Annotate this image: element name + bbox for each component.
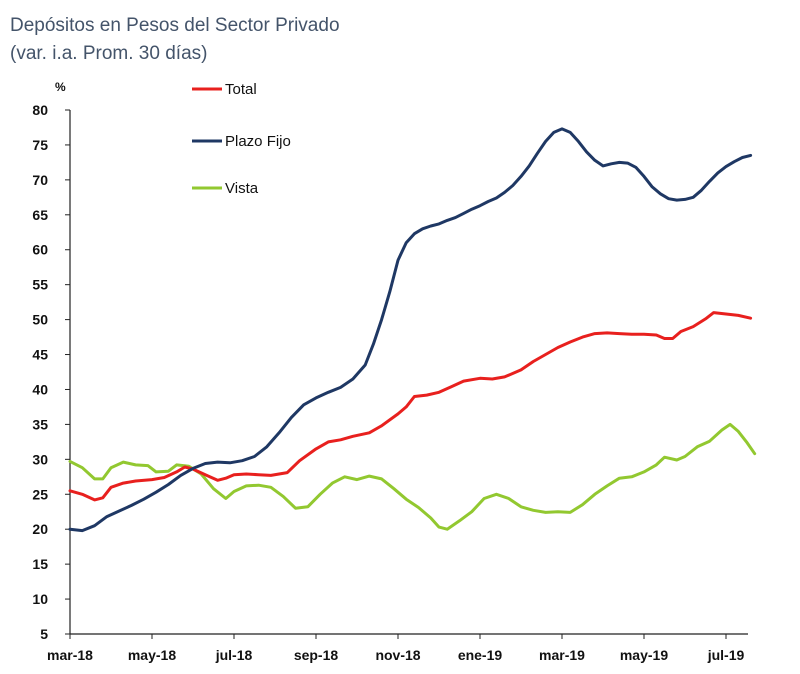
y-tick-label: 10 xyxy=(32,591,48,607)
y-tick-label: 45 xyxy=(32,347,48,363)
y-tick-label: 60 xyxy=(32,242,48,258)
x-tick-label: nov-18 xyxy=(375,647,420,663)
x-tick-label: sep-18 xyxy=(294,647,339,663)
series-line-plazo-fijo xyxy=(68,127,753,533)
y-tick-label: 65 xyxy=(32,207,48,223)
series-line-total xyxy=(68,311,753,502)
y-tick-label: 25 xyxy=(32,486,48,502)
x-tick-label: may-18 xyxy=(128,647,176,663)
series-group xyxy=(68,127,757,533)
legend-label-total: Total xyxy=(225,81,257,98)
legend: Total Plazo Fijo Vista xyxy=(192,81,291,197)
x-tick-label: jul-19 xyxy=(707,647,745,663)
y-tick-label: 70 xyxy=(32,172,48,188)
x-tick-label: may-19 xyxy=(620,647,668,663)
x-tick-label: mar-18 xyxy=(47,647,93,663)
x-tick-label: ene-19 xyxy=(458,647,503,663)
axes: 5 10 15 20 25 30 35 40 45 50 55 60 65 70 75 80 mar-18 may… xyxy=(32,102,748,663)
y-tick-label: 30 xyxy=(32,451,48,467)
chart-title: Depósitos en Pesos del Sector Privado xyxy=(10,15,340,36)
y-tick-label: 55 xyxy=(32,277,48,293)
chart-subtitle: (var. i.a. Prom. 30 días) xyxy=(10,43,208,64)
y-tick-label: 35 xyxy=(32,416,48,432)
y-tick-label: 15 xyxy=(32,556,48,572)
y-tick-label: 40 xyxy=(32,381,48,397)
legend-label-plazo-fijo: Plazo Fijo xyxy=(225,133,291,150)
y-tick-label: 5 xyxy=(40,626,48,642)
y-tick-label: 75 xyxy=(32,137,48,153)
legend-label-vista: Vista xyxy=(225,180,259,197)
chart-title-block: Depósitos en Pesos del Sector Privado (v… xyxy=(10,12,340,68)
series-line-vista xyxy=(68,422,757,531)
y-tick-label: 80 xyxy=(32,102,48,118)
x-tick-label: mar-19 xyxy=(539,647,585,663)
y-tick-label: 20 xyxy=(32,521,48,537)
y-axis-unit: % xyxy=(55,80,66,94)
x-tick-label: jul-18 xyxy=(215,647,253,663)
y-tick-label: 50 xyxy=(32,312,48,328)
